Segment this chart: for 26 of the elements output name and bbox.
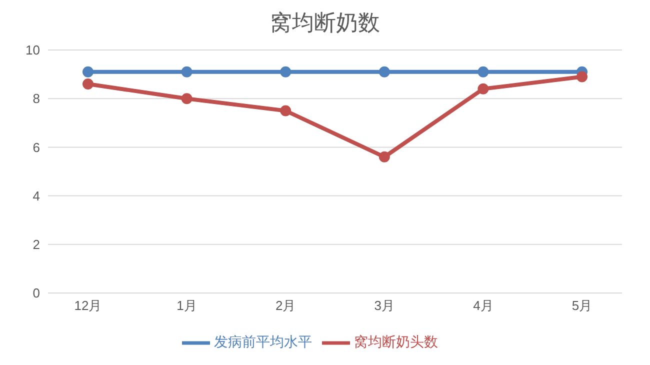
point xyxy=(478,66,489,78)
y-tick-label: 8 xyxy=(32,91,40,106)
point xyxy=(378,66,390,78)
point xyxy=(478,83,489,94)
point xyxy=(280,105,292,116)
y-tick-label: 4 xyxy=(32,188,40,204)
x-tick-label: 12月 xyxy=(74,298,102,314)
point xyxy=(280,66,292,78)
y-tick-label: 6 xyxy=(32,140,40,155)
legend-label: 发病前平均水平 xyxy=(214,334,312,350)
point xyxy=(181,66,192,78)
point xyxy=(82,66,94,78)
x-tick-label: 5月 xyxy=(572,298,592,314)
x-tick-label: 1月 xyxy=(176,298,197,314)
chart-title: 窝均断奶数 xyxy=(269,9,381,37)
y-tick-label: 0 xyxy=(32,286,40,301)
legend-label: 窝均断奶头数 xyxy=(354,334,438,350)
x-tick-label: 3月 xyxy=(374,298,395,314)
y-tick-label: 2 xyxy=(32,237,40,252)
x-tick-label: 2月 xyxy=(275,298,296,314)
y-tick-label: 10 xyxy=(26,42,40,58)
point xyxy=(181,93,192,104)
x-tick-label: 4月 xyxy=(473,298,494,314)
point xyxy=(378,151,390,162)
point xyxy=(82,78,94,90)
point xyxy=(576,71,588,82)
